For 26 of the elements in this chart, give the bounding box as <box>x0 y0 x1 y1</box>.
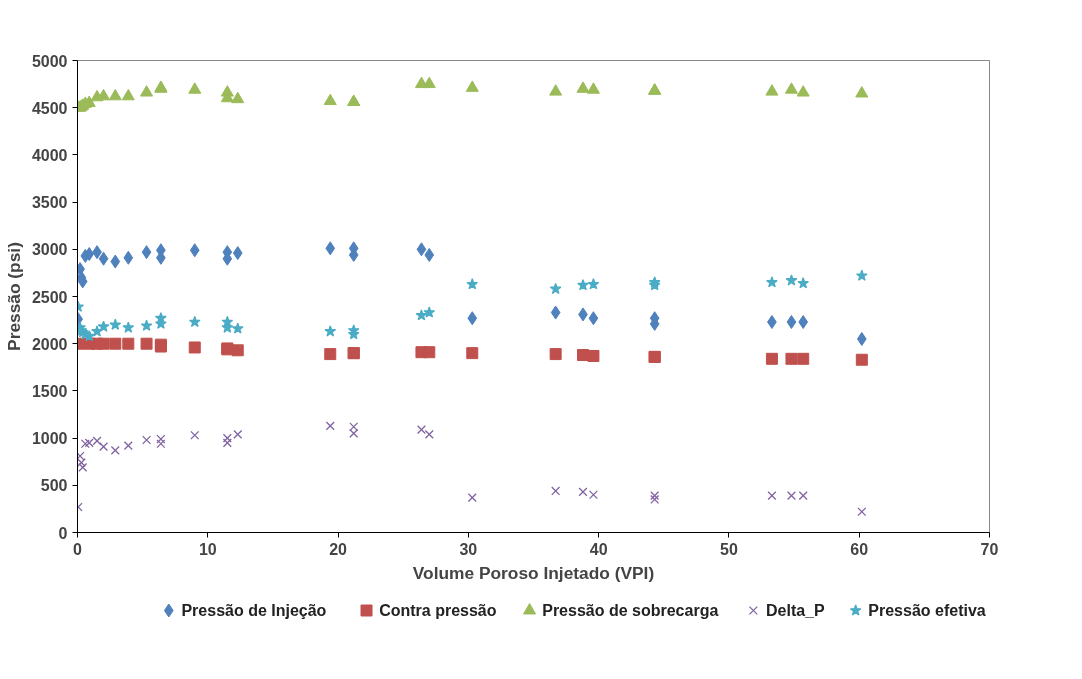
x-tick-label: 40 <box>589 540 608 558</box>
y-tick-label: 0 <box>58 524 68 542</box>
x-tick-label: 10 <box>198 540 217 558</box>
legend-label: Pressão de sobrecarga <box>542 602 719 619</box>
x-tick-label: 30 <box>459 540 478 558</box>
legend-label: Pressão de Injeção <box>181 602 327 619</box>
legend-label: Pressão efetiva <box>868 602 986 619</box>
x-axis-title: Volume Poroso Injetado (VPI) <box>412 562 655 583</box>
x-tick-label: 50 <box>720 540 738 558</box>
y-tick-label: 3000 <box>31 241 68 259</box>
y-tick-label: 5000 <box>31 52 68 70</box>
legend-label: Delta_P <box>765 602 826 619</box>
y-tick-label: 500 <box>40 477 68 495</box>
y-tick-label: 4000 <box>31 146 68 164</box>
y-tick-label: 4500 <box>31 99 68 117</box>
y-tick-label: 1000 <box>31 430 68 448</box>
y-tick-label: 2000 <box>31 335 68 353</box>
x-tick-label: 70 <box>980 540 999 558</box>
y-axis-title: Pressão (psi) <box>3 242 24 351</box>
legend-label: Contra pressão <box>379 602 497 619</box>
x-tick-label: 0 <box>73 540 83 558</box>
x-tick-label: 60 <box>850 540 869 558</box>
y-tick-label: 2500 <box>31 288 68 306</box>
x-tick-label: 20 <box>329 540 348 558</box>
y-tick-label: 1500 <box>31 382 68 400</box>
y-tick-label: 3500 <box>31 194 68 212</box>
